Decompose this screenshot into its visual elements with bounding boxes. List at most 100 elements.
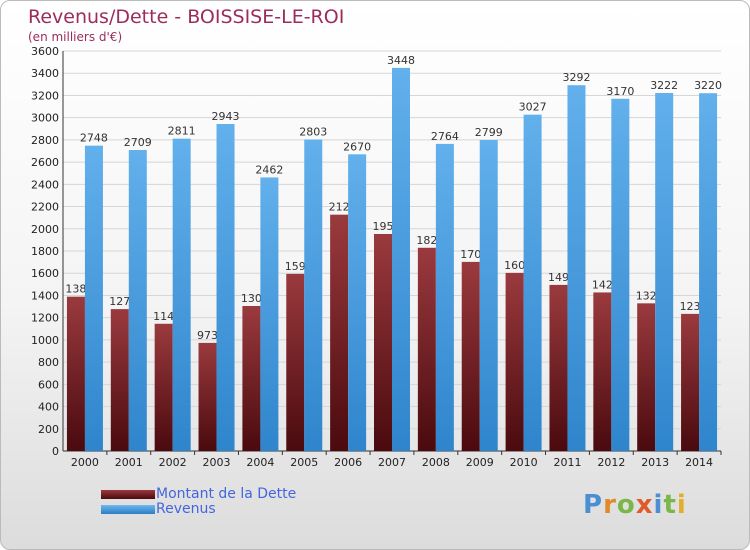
y-tick-label: 3000	[31, 112, 59, 125]
chart-title: Revenus/Dette - BOISSISE-LE-ROI	[28, 6, 345, 28]
logo-letter: P	[583, 490, 604, 520]
bar-dette	[330, 214, 349, 451]
x-tick-label: 2013	[641, 456, 669, 469]
logo-letter: r	[603, 490, 617, 520]
bar-revenus	[435, 143, 454, 451]
x-tick-label: 2006	[334, 456, 362, 469]
bar-revenus	[128, 150, 147, 451]
x-tick-label: 2007	[378, 456, 406, 469]
bar-revenus	[392, 67, 410, 451]
chart-subtitle: (en milliers d'€)	[28, 30, 123, 44]
x-tick-label: 2000	[71, 456, 99, 469]
x-tick-label: 2003	[203, 456, 231, 469]
y-tick-label: 600	[38, 378, 59, 391]
data-label-dette: 170	[460, 248, 481, 261]
bar-dette	[66, 296, 85, 451]
data-label-dette: 114	[153, 310, 174, 323]
bar-dette	[637, 303, 656, 451]
x-tick-label: 2008	[422, 456, 450, 469]
data-label-dette: 123	[680, 300, 701, 313]
data-label-revenus: 2764	[431, 130, 459, 143]
bar-dette	[417, 247, 436, 451]
bar-revenus	[84, 145, 103, 451]
data-label-dette: 142	[592, 278, 613, 291]
legend-label-revenus: Revenus	[156, 501, 216, 517]
bar-revenus	[479, 140, 498, 451]
x-tick-label: 2004	[246, 456, 274, 469]
data-label-revenus: 3027	[519, 101, 547, 114]
data-label-revenus: 2462	[255, 163, 283, 176]
data-label-dette: 159	[285, 260, 306, 273]
data-label-revenus: 3222	[650, 79, 678, 92]
data-label-revenus: 2811	[168, 125, 196, 138]
data-label-dette: 138	[65, 283, 86, 296]
bar-dette	[242, 306, 261, 451]
bar-dette	[461, 261, 480, 451]
y-tick-label: 3400	[31, 67, 59, 80]
data-label-revenus: 2670	[343, 140, 371, 153]
data-label-dette: 195	[373, 220, 394, 233]
y-tick-label: 2600	[31, 156, 59, 169]
data-label-dette: 149	[548, 271, 569, 284]
x-tick-label: 2012	[597, 456, 625, 469]
data-label-revenus: 3220	[694, 79, 722, 92]
proxiti-logo: Proxiti	[583, 490, 687, 520]
y-tick-label: 2000	[31, 223, 59, 236]
y-tick-label: 0	[52, 445, 59, 458]
legend-swatch-revenus	[101, 505, 155, 514]
data-label-revenus: 3448	[387, 54, 415, 67]
data-label-dette: 127	[109, 295, 130, 308]
bar-dette	[198, 342, 217, 451]
y-tick-label: 3600	[31, 45, 59, 58]
data-label-revenus: 2803	[299, 126, 327, 139]
x-tick-label: 2014	[685, 456, 713, 469]
x-tick-label: 2002	[159, 456, 187, 469]
y-tick-label: 1800	[31, 245, 59, 258]
data-label-revenus: 2799	[475, 126, 503, 139]
bar-dette	[593, 292, 612, 451]
y-tick-label: 3200	[31, 89, 59, 102]
bar-dette	[154, 323, 173, 451]
y-tick-label: 1000	[31, 334, 59, 347]
y-tick-label: 1200	[31, 312, 59, 325]
data-label-revenus: 2709	[124, 136, 152, 149]
data-label-revenus: 2943	[212, 110, 240, 123]
y-tick-label: 1400	[31, 289, 59, 302]
y-tick-label: 800	[38, 356, 59, 369]
y-tick-label: 2800	[31, 134, 59, 147]
bar-dette	[681, 313, 700, 451]
bar-revenus	[611, 98, 630, 452]
data-label-dette: 130	[241, 292, 262, 305]
bar-revenus	[260, 177, 279, 451]
bar-revenus	[348, 154, 367, 452]
data-label-dette: 212	[329, 201, 350, 214]
bar-revenus	[655, 93, 674, 451]
y-tick-label: 2200	[31, 201, 59, 214]
bar-dette	[286, 273, 305, 451]
data-label-revenus: 3292	[562, 71, 590, 84]
bar-dette	[505, 272, 524, 451]
x-tick-label: 2011	[553, 456, 581, 469]
logo-letter: x	[635, 490, 654, 520]
bar-dette	[549, 284, 568, 451]
data-label-dette: 182	[416, 234, 437, 247]
y-tick-label: 400	[38, 401, 59, 414]
x-tick-label: 2001	[115, 456, 143, 469]
bar-revenus	[172, 138, 191, 451]
data-label-revenus: 3170	[606, 85, 634, 98]
bar-revenus	[304, 139, 323, 452]
bar-dette	[110, 309, 129, 451]
bar-revenus	[523, 114, 542, 452]
y-tick-label: 1600	[31, 267, 59, 280]
logo-letter: t	[663, 490, 677, 520]
bar-revenus	[216, 124, 235, 451]
x-tick-label: 2010	[510, 456, 538, 469]
y-tick-label: 2400	[31, 178, 59, 191]
legend-swatch-dette	[101, 490, 155, 499]
bar-revenus	[567, 85, 586, 451]
data-label-dette: 160	[504, 259, 525, 272]
data-label-dette: 973	[197, 329, 218, 342]
logo-letter: i	[676, 490, 687, 520]
